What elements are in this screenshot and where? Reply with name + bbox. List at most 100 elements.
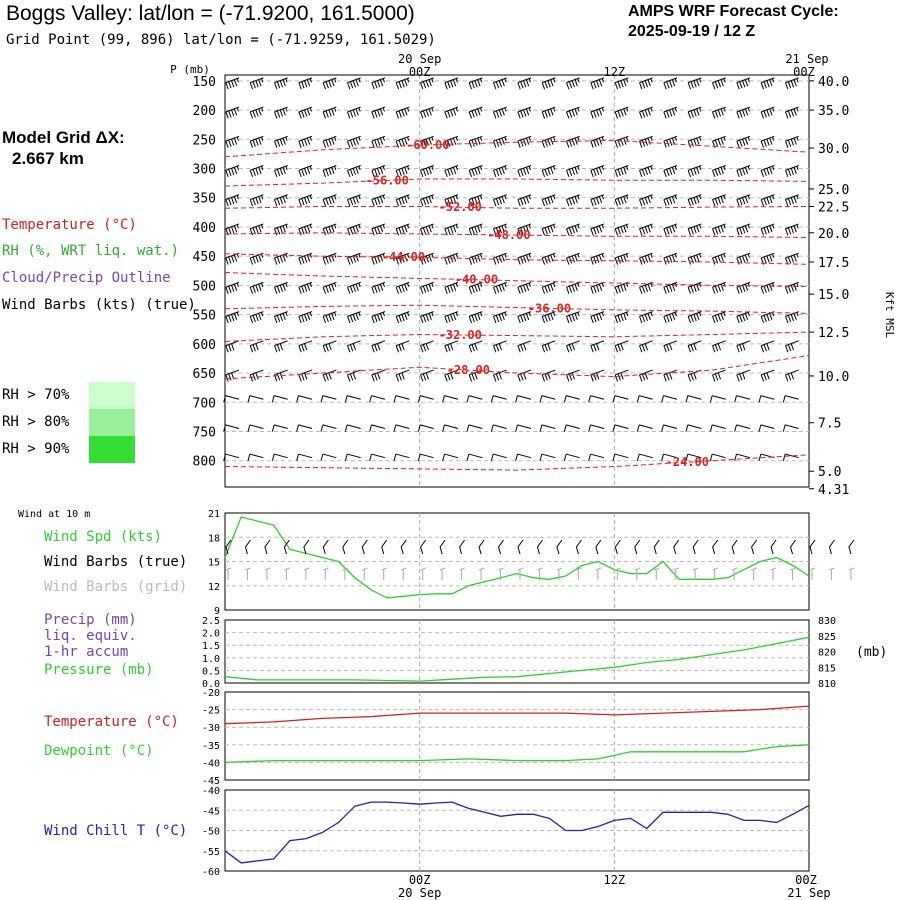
wind-barb-700-6	[320, 395, 337, 403]
wind-barb-true-324	[751, 539, 758, 555]
wind-barb-grid-60	[323, 567, 329, 580]
wind-barb-grid-264	[654, 567, 660, 580]
wind-barb-250-25.5	[639, 135, 653, 148]
wind-barb-600-31.5	[736, 340, 751, 353]
temperature-contour-label-1: -56.00	[366, 173, 409, 187]
wind-barb-350-13.5	[444, 194, 459, 207]
temperature-contour-9	[224, 454, 810, 471]
wind-barb-grid-372	[829, 567, 835, 580]
wind-barb-800-21	[563, 453, 580, 461]
windchill-ytick-0: -60	[202, 867, 220, 878]
wind-barb-500-19.5	[541, 281, 556, 294]
wind-barb-true-192	[536, 539, 543, 555]
wind-barb-grid-192	[537, 567, 543, 580]
wind-barb-150-10.5	[395, 77, 410, 90]
tempdew-ytick-1: -40	[202, 758, 220, 769]
wind-barb-750-15	[466, 424, 483, 432]
wind-barb-200-25.5	[639, 106, 653, 119]
bottom-day-label-2: 21 Sep	[787, 886, 830, 900]
wind-barb-550-28.5	[687, 311, 702, 324]
wind-barb-grid-12	[245, 567, 251, 580]
wind-barb-700-10.5	[393, 395, 410, 403]
wind-barb-650-25.5	[639, 369, 653, 382]
wind-barb-true-252	[634, 539, 641, 555]
kft-tick-0: 40.0	[818, 75, 849, 90]
wind-barb-grid-324	[751, 567, 757, 580]
wind-barb-400-24	[614, 223, 629, 236]
wind-barb-600-25.5	[639, 340, 653, 353]
wind-barb-800-16.5	[490, 453, 507, 461]
wind-barb-200-18	[517, 106, 532, 119]
wind-barb-650-13.5	[444, 369, 459, 382]
kft-tick-2: 30.0	[818, 142, 849, 157]
wind-barb-750-1.5	[247, 424, 264, 432]
wind-barb-grid-144	[459, 567, 465, 580]
wind-barb-650-33	[760, 369, 775, 382]
wind-barb-550-31.5	[736, 311, 751, 324]
windchill-ytick-2: -50	[202, 827, 220, 838]
wind-barb-true-156	[478, 539, 485, 555]
wind-barb-true-24	[264, 539, 271, 555]
wind-barb-550-27	[663, 311, 678, 324]
temperature-contour-3	[224, 232, 810, 238]
wind-barb-350-7.5	[347, 194, 361, 207]
wind-barb-true-264	[653, 539, 660, 555]
wind-barb-true-72	[342, 539, 349, 555]
pressure-unit: (mb)	[856, 645, 887, 660]
wind-barb-400-31.5	[736, 223, 751, 236]
wind-barb-550-21	[566, 311, 580, 324]
wind-barb-400-1.5	[249, 223, 264, 236]
wind-barb-600-0	[225, 340, 240, 353]
wind-barb-550-0	[225, 311, 240, 324]
wind-barb-200-33	[760, 106, 775, 119]
wind-barb-550-33	[760, 311, 775, 324]
wind-barb-150-31.5	[736, 77, 751, 90]
wind-barb-150-15	[468, 77, 483, 90]
wind-barb-550-15	[468, 311, 483, 324]
bottom-hour-label-1: 12Z	[603, 873, 625, 887]
wind-barb-800-13.5	[442, 453, 459, 461]
kft-tick-12: 4.31	[818, 483, 849, 498]
wind-barb-150-4.5	[298, 77, 313, 90]
wind-barb-500-22.5	[590, 281, 605, 294]
wind-barb-250-1.5	[249, 135, 264, 148]
top-day-label-2: 21 Sep	[785, 52, 828, 66]
legend-rh80-label: RH > 80%	[2, 414, 70, 430]
wind-barb-true-336	[770, 539, 777, 555]
wind-barb-true-228	[595, 539, 602, 555]
wind-barb-500-30	[712, 281, 726, 294]
wind-barb-600-1.5	[249, 340, 264, 353]
wind-barb-700-21	[563, 395, 580, 403]
wind-barb-300-25.5	[639, 165, 653, 178]
precip-frame	[224, 619, 810, 684]
wind-barb-700-27	[661, 395, 678, 403]
wind-barb-600-4.5	[298, 340, 313, 353]
wind-barb-300-34.5	[785, 165, 799, 178]
wind-barb-750-18	[515, 424, 532, 432]
wind-barb-750-9	[369, 424, 386, 432]
page-title: Boggs Valley: lat/lon = (-71.9200, 161.5…	[6, 2, 415, 25]
wind-barb-400-28.5	[687, 223, 702, 236]
wind-barb-500-4.5	[298, 281, 313, 294]
windchill-ytick-1: -55	[202, 847, 220, 858]
wind-barb-700-1.5	[247, 395, 264, 403]
wind-barb-450-18	[517, 252, 532, 265]
bottom-hour-label-2: 00Z	[795, 873, 817, 887]
wind-barb-600-28.5	[687, 340, 702, 353]
forecast-cycle: AMPS WRF Forecast Cycle: 2025-09-19 / 12…	[628, 2, 839, 42]
wind-barb-650-22.5	[590, 369, 605, 382]
wind-barb-700-30	[709, 395, 726, 403]
wind-barb-750-24	[612, 424, 629, 432]
kft-tick-8: 12.5	[818, 326, 849, 341]
wind-barb-300-1.5	[249, 165, 264, 178]
wind-barb-true-144	[459, 539, 466, 555]
wind-barb-450-7.5	[347, 252, 361, 265]
wind-barb-250-15	[468, 135, 483, 148]
wind-barb-150-9	[371, 77, 386, 90]
tempdew-ytick-5: -20	[202, 688, 220, 699]
wind-barb-grid-96	[381, 567, 387, 580]
wind-barb-150-30	[712, 77, 726, 90]
wind-barb-300-4.5	[298, 165, 313, 178]
wind-barb-grid-336	[770, 567, 777, 580]
temperature-contour-label-7: -32.00	[439, 328, 482, 342]
